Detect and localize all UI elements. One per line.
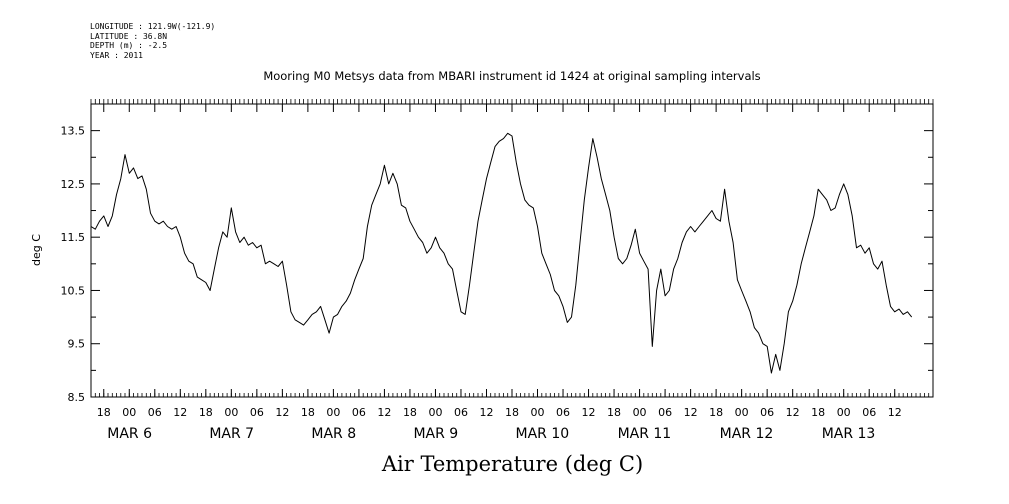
minor-tick-marks — [90, 99, 934, 397]
x-tick-label: 00 — [224, 406, 238, 419]
x-tick-label: 12 — [786, 406, 800, 419]
x-tick-label: 12 — [582, 406, 596, 419]
plot-frame — [90, 103, 934, 398]
y-tick-label: 8.5 — [68, 391, 86, 404]
year-text: YEAR : 2011 — [90, 50, 143, 60]
x-tick-label: 06 — [352, 406, 366, 419]
minor-ticks — [90, 99, 934, 397]
chart-title: Mooring M0 Metsys data from MBARI instru… — [263, 69, 761, 83]
x-tick-label: 18 — [709, 406, 723, 419]
series-line — [90, 132, 913, 374]
x-date-label: MAR 12 — [720, 426, 774, 442]
y-tick-label: 13.5 — [61, 125, 86, 138]
metadata-block: LONGITUDE : 121.9W(-121.9) LATITUDE : 36… — [90, 22, 215, 60]
x-date-label: MAR 10 — [516, 426, 570, 442]
x-tick-label: 12 — [377, 406, 391, 419]
x-tick-label: 06 — [148, 406, 162, 419]
y-tick-label: 11.5 — [61, 231, 86, 244]
x-date-label: MAR 13 — [822, 426, 876, 442]
x-tick-label: 06 — [760, 406, 774, 419]
x-tick-label: 00 — [326, 406, 340, 419]
x-tick-label: 00 — [837, 406, 851, 419]
x-tick-label: 18 — [505, 406, 519, 419]
x-tick-label: 00 — [122, 406, 136, 419]
x-tick-label: 06 — [658, 406, 672, 419]
x-tick-label: 00 — [428, 406, 442, 419]
x-axis: 18 00 06 12 18 00 06 12 18 00 06 12 18 00 06 12 18 00 06 12… — [97, 104, 902, 442]
x-tick-label: 00 — [735, 406, 749, 419]
x-axis-title: Air Temperature (deg C) — [381, 452, 644, 476]
x-tick-label: 06 — [556, 406, 570, 419]
x-tick-label: 06 — [862, 406, 876, 419]
y-axis: 8.5 9.5 10.5 11.5 12.5 13.5 — [61, 125, 933, 404]
x-date-label: MAR 6 — [107, 426, 152, 442]
x-tick-label: 12 — [275, 406, 289, 419]
y-tick-label: 12.5 — [61, 178, 86, 191]
x-date-label: MAR 11 — [618, 426, 672, 442]
x-date-label: MAR 8 — [311, 426, 356, 442]
series-layer — [90, 132, 913, 374]
x-tick-label: 12 — [173, 406, 187, 419]
x-tick-label: 00 — [531, 406, 545, 419]
x-tick-label: 06 — [250, 406, 264, 419]
x-tick-label: 18 — [811, 406, 825, 419]
x-date-label: MAR 7 — [209, 426, 254, 442]
y-tick-label: 10.5 — [61, 284, 86, 297]
x-tick-label: 12 — [479, 406, 493, 419]
x-tick-label: 12 — [888, 406, 902, 419]
y-axis-label: deg C — [30, 234, 43, 266]
x-tick-label: 06 — [454, 406, 468, 419]
y-tick-label: 9.5 — [68, 338, 86, 351]
x-tick-label: 18 — [97, 406, 111, 419]
x-tick-label: 18 — [199, 406, 213, 419]
x-tick-label: 18 — [301, 406, 315, 419]
x-tick-label: 18 — [607, 406, 621, 419]
x-tick-label: 12 — [684, 406, 698, 419]
x-tick-label: 18 — [403, 406, 417, 419]
x-date-label: MAR 9 — [413, 426, 458, 442]
latitude-text: LATITUDE : 36.8N — [90, 31, 168, 41]
longitude-text: LONGITUDE : 121.9W(-121.9) — [90, 22, 216, 31]
depth-text: DEPTH (m) : -2.5 — [90, 41, 168, 50]
x-tick-label: 00 — [633, 406, 647, 419]
